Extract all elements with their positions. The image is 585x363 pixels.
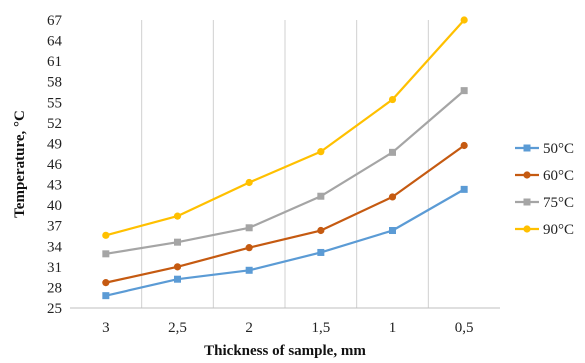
- legend-marker: [523, 225, 531, 233]
- data-point: [102, 231, 110, 239]
- y-tick-label: 34: [47, 239, 63, 255]
- series-line: [105, 19, 465, 237]
- y-tick-label: 55: [47, 95, 62, 111]
- data-point: [245, 178, 253, 187]
- legend-item: 75°C: [515, 195, 574, 211]
- data-point: [388, 193, 397, 201]
- y-axis-title: Temperature, °C: [12, 110, 28, 218]
- y-tick-label: 31: [47, 260, 62, 276]
- data-point: [389, 148, 396, 156]
- y-tick-label: 64: [47, 34, 63, 50]
- data-point: [245, 266, 253, 274]
- data-point: [460, 16, 468, 24]
- y-tick-label: 58: [47, 75, 62, 91]
- y-tick-label: 43: [47, 178, 62, 194]
- legend: 50°C 60°C 75°C 90°C: [515, 141, 574, 238]
- data-point: [389, 227, 396, 235]
- legend-label: 90°C: [543, 222, 574, 238]
- legend-label: 50°C: [543, 141, 574, 157]
- series-line: [105, 188, 465, 297]
- data-point: [102, 250, 110, 258]
- legend-label: 75°C: [543, 195, 574, 211]
- x-axis-title: Thickness of sample, mm: [204, 343, 366, 359]
- y-tick-label: 28: [47, 280, 62, 296]
- series-50°C: [102, 185, 468, 300]
- data-point: [173, 263, 182, 271]
- data-point: [460, 141, 468, 150]
- x-tick-label: 3: [102, 320, 110, 336]
- y-axis-tick-labels: 25 28 31 34 37 40 43 46 49 52 55 58 61 64 67: [47, 13, 63, 317]
- y-tick-label: 49: [47, 136, 62, 152]
- series-group: [102, 16, 468, 300]
- vertical-gridlines: [141, 20, 429, 308]
- data-point: [174, 275, 181, 283]
- legend-item: 60°C: [515, 168, 574, 184]
- series-line: [105, 89, 465, 255]
- legend-label: 60°C: [543, 168, 574, 184]
- data-point: [102, 279, 110, 287]
- x-axis-tick-labels: 3 2,5 2 1,5 1 0,5: [102, 320, 473, 336]
- data-point: [460, 87, 468, 95]
- y-tick-label: 46: [47, 157, 63, 173]
- data-point: [460, 185, 468, 193]
- y-tick-label: 37: [47, 219, 63, 235]
- data-point: [174, 238, 181, 246]
- data-point: [102, 292, 110, 300]
- y-tick-label: 67: [47, 13, 63, 29]
- series-75°C: [102, 87, 468, 258]
- legend-item: 90°C: [515, 222, 574, 238]
- data-point: [317, 226, 325, 235]
- data-point: [245, 224, 253, 232]
- x-tick-label: 2,5: [168, 320, 187, 336]
- y-tick-label: 61: [47, 54, 62, 70]
- data-point: [388, 95, 397, 104]
- legend-marker: [523, 171, 531, 179]
- y-tick-label: 40: [47, 198, 62, 214]
- series-90°C: [102, 16, 468, 239]
- data-point: [173, 212, 182, 220]
- data-point: [317, 248, 325, 256]
- x-tick-label: 0,5: [455, 320, 474, 336]
- data-point: [245, 244, 253, 252]
- x-tick-label: 1,5: [311, 320, 330, 336]
- x-tick-label: 1: [389, 320, 397, 336]
- series-60°C: [102, 141, 468, 287]
- y-tick-label: 52: [47, 116, 62, 132]
- data-point: [317, 148, 325, 156]
- y-tick-label: 25: [47, 301, 62, 317]
- legend-marker: [523, 198, 531, 206]
- data-point: [317, 192, 325, 200]
- legend-marker: [523, 144, 531, 152]
- series-line: [105, 144, 465, 284]
- x-tick-label: 2: [245, 320, 253, 336]
- legend-item: 50°C: [515, 141, 574, 157]
